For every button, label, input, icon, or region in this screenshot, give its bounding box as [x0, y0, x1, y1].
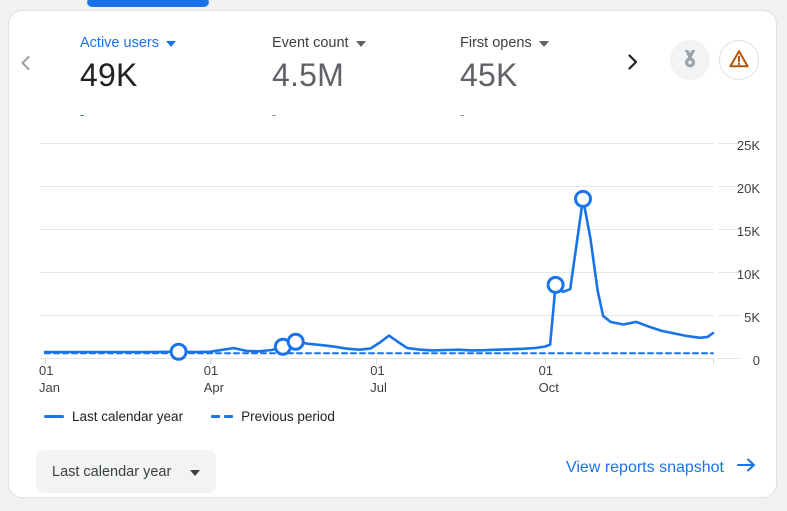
benchmarking-badge-button[interactable] [670, 40, 710, 80]
legend-label: Last calendar year [72, 409, 184, 424]
chevron-right-icon [620, 50, 644, 77]
metric-value: 49K [80, 57, 138, 93]
metric-block-active-users: Active users 49K - [80, 33, 250, 121]
chevron-down-icon [165, 35, 176, 51]
metric-delta: - [272, 107, 277, 122]
metric-delta: - [460, 107, 465, 122]
chevron-down-icon [355, 35, 366, 51]
date-range-label: Last calendar year [52, 463, 172, 480]
data-quality-warning-button[interactable] [719, 40, 759, 80]
metric-delta: - [80, 107, 85, 122]
solid-line-swatch [44, 415, 64, 418]
metric-selector-active-users[interactable]: Active users [80, 33, 176, 53]
arrow-right-icon [736, 457, 757, 478]
chevron-left-icon [14, 51, 38, 78]
metric-block-first-opens: First opens 45K - [460, 33, 630, 121]
metric-value: 4.5M [272, 57, 344, 93]
date-range-selector[interactable]: Last calendar year [36, 450, 216, 493]
view-reports-snapshot-link[interactable]: View reports snapshot [566, 457, 757, 478]
legend-label: Previous period [241, 409, 335, 424]
legend-item-current: Last calendar year [44, 409, 183, 424]
metric-label-text: First opens [460, 35, 532, 51]
metric-selector-event-count[interactable]: Event count [272, 33, 366, 53]
metric-label-text: Active users [80, 35, 159, 51]
metric-block-event-count: Event count 4.5M - [272, 33, 442, 121]
metric-selector-first-opens[interactable]: First opens [460, 33, 549, 53]
chevron-down-icon [538, 35, 549, 51]
metric-value: 45K [460, 57, 518, 93]
legend-item-previous: Previous period [211, 409, 335, 424]
chart-legend: Last calendar year Previous period [44, 409, 335, 424]
dashed-line-swatch [211, 415, 234, 418]
chevron-down-icon [190, 464, 200, 480]
link-label: View reports snapshot [565, 458, 724, 476]
active-tab-indicator [87, 0, 209, 7]
warning-triangle-icon [727, 47, 751, 74]
metric-label-text: Event count [272, 35, 349, 51]
medal-icon [678, 47, 702, 74]
metrics-prev-button[interactable] [10, 48, 42, 80]
chart-plot-area[interactable] [40, 133, 713, 359]
metrics-next-button[interactable] [616, 47, 648, 79]
